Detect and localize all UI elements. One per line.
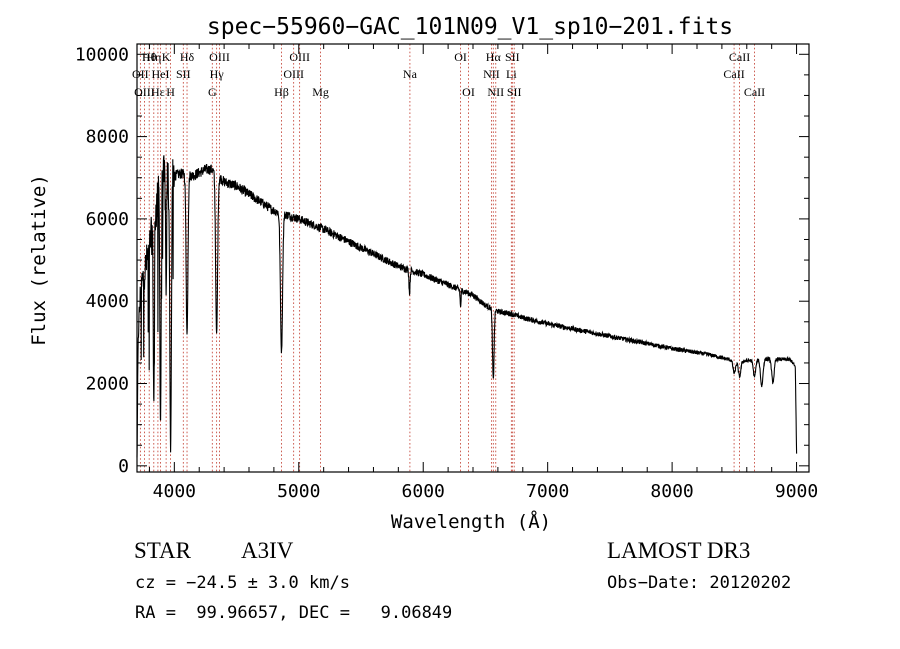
object-subclass: A3IV (241, 538, 294, 563)
y-tick-label: 10000 (75, 44, 129, 65)
spectral-line-label: H (166, 85, 175, 99)
y-tick-label: 8000 (86, 127, 129, 148)
x-tick-label: 5000 (277, 481, 320, 502)
x-tick-label: 7000 (526, 481, 569, 502)
x-tick-label: 6000 (402, 481, 445, 502)
y-tick-label: 6000 (86, 209, 129, 230)
survey-name: LAMOST DR3 (607, 538, 751, 563)
spectral-line-label: SII (176, 67, 191, 81)
y-tick-label: 4000 (86, 291, 129, 312)
spectral-line-label: Hδ (180, 50, 195, 64)
spectral-line-label: Hβ (274, 85, 289, 99)
x-tick-label: 9000 (775, 481, 818, 502)
spectral-line-label: HeI (152, 67, 170, 81)
spectral-line-label: CaII (723, 67, 744, 81)
spectral-line-label: Hε (151, 85, 165, 99)
x-axis: 4000 5000 6000 7000 8000 9000 (148, 44, 818, 502)
spectral-line-label: Mg (312, 85, 329, 99)
spectral-line-label: Na (403, 67, 418, 81)
spectral-line-label: OIII (283, 67, 304, 81)
spectral-line-label: NII (487, 85, 504, 99)
y-tick-label: 0 (118, 456, 129, 477)
spectral-line-label: Hα (486, 50, 502, 64)
spectral-line-label: OI (462, 85, 475, 99)
spectral-line-label: Hθ (142, 50, 157, 64)
spectral-line-label: SII (505, 50, 520, 64)
chart-title: spec−55960−GAC_101N09_V1_sp10−201.fits (207, 14, 733, 40)
spectral-line-markers (139, 44, 755, 472)
object-class: STAR (134, 538, 191, 563)
spectral-line-label: NII (483, 67, 500, 81)
spectral-line-label: CaII (744, 85, 765, 99)
x-tick-label: 4000 (153, 481, 196, 502)
spectrum-line (136, 155, 798, 458)
spectral-line-label: Hη (146, 50, 161, 64)
obs-date: Obs−Date: 20120202 (607, 573, 792, 593)
spectral-line-label: Hγ (210, 67, 225, 81)
spectral-line-label: SII (507, 85, 522, 99)
spectral-line-label: CaII (729, 50, 750, 64)
y-axis: 0 2000 4000 6000 8000 10000 (75, 44, 809, 477)
velocity-text: cz = −24.5 ± 3.0 km/s (135, 573, 350, 593)
x-axis-label: Wavelength (Å) (391, 510, 551, 533)
y-axis-label: Flux (relative) (28, 174, 50, 346)
y-tick-label: 2000 (86, 374, 129, 395)
plot-frame (136, 43, 810, 473)
coordinates-text: RA = 99.96657, DEC = 9.06849 (135, 603, 453, 623)
spectral-line-label: OIII (289, 50, 310, 64)
spectral-line-label: Li (506, 67, 517, 81)
spectral-line-label: OII (132, 67, 149, 81)
spectral-line-label: OIII (209, 50, 230, 64)
spectral-line-label: G (208, 85, 217, 99)
spectral-line-label: OI (454, 50, 467, 64)
spectral-line-label: K (162, 50, 171, 64)
x-tick-label: 8000 (650, 481, 693, 502)
